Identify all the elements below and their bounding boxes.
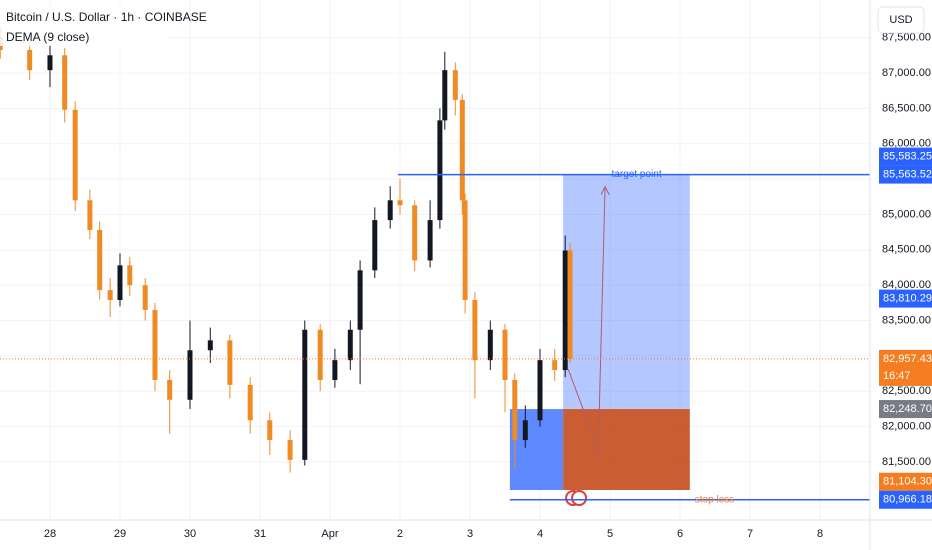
candle-body	[347, 329, 353, 361]
price-label: 83,810.29	[883, 293, 932, 305]
x-tick-label: 5	[607, 528, 613, 540]
price-label-box	[879, 400, 932, 419]
x-tick-label: 2	[397, 528, 403, 540]
candle-body	[267, 420, 273, 441]
candle-body	[387, 200, 393, 221]
candle-body	[427, 220, 433, 261]
candle-body	[462, 200, 468, 301]
candle-body	[397, 200, 403, 206]
legend-bg	[0, 6, 170, 46]
stop-zone	[563, 409, 690, 490]
candle-body	[247, 384, 253, 421]
price-label: 82,957.43	[883, 353, 932, 365]
candle-body	[562, 250, 568, 371]
candle-body	[502, 329, 508, 380]
y-tick-label: 87,500.00	[882, 32, 931, 44]
x-tick-label: 30	[184, 528, 196, 540]
x-tick-label: Apr	[321, 528, 338, 540]
price-label-box	[879, 490, 932, 509]
candle-body	[332, 360, 338, 380]
price-label: 82,248.70	[883, 403, 932, 415]
x-tick-label: 3	[467, 528, 473, 540]
plot: target point stop loss	[0, 27, 870, 506]
candle-body	[442, 70, 448, 121]
candle-body	[187, 350, 193, 400]
x-tick-label: 4	[537, 528, 543, 540]
x-tick-label: 6	[677, 528, 683, 540]
y-tick-label: 83,500.00	[882, 314, 931, 326]
x-tick-label: 28	[44, 528, 56, 540]
price-label-box	[879, 147, 932, 166]
candle-body	[472, 300, 478, 361]
candle-body	[117, 265, 123, 301]
candle-body	[127, 265, 133, 286]
price-label-box	[879, 165, 932, 184]
y-tick-label: 84,500.00	[882, 244, 931, 256]
indicator-label: DEMA (9 close)	[6, 30, 89, 44]
target-label: target point	[612, 169, 662, 180]
candle-body	[87, 200, 93, 231]
price-label: 81,104.30	[883, 476, 932, 488]
candle-body	[97, 230, 103, 291]
candle-body	[47, 55, 53, 71]
price-label-box	[879, 349, 932, 386]
candle-body	[459, 99, 465, 201]
currency-button[interactable]	[877, 6, 925, 34]
candle-body	[357, 270, 363, 330]
y-tick-label: 84,000.00	[882, 279, 931, 291]
candle-body	[227, 340, 233, 385]
y-tick-label: 87,000.00	[882, 67, 931, 79]
candle-body	[452, 70, 458, 100]
candle-body	[167, 379, 173, 400]
candle-body	[287, 440, 293, 460]
countdown: 16:47	[883, 370, 911, 382]
price-label: 80,966.18	[883, 494, 932, 506]
candle-body	[72, 109, 78, 201]
candle-body	[302, 329, 308, 460]
candle-body	[372, 220, 378, 271]
x-tick-label: 31	[254, 528, 266, 540]
arrow-head	[600, 185, 610, 195]
chart-title: Bitcoin / U.S. Dollar · 1h · COINBASE	[6, 10, 207, 24]
y-tick-label: 86,000.00	[882, 138, 931, 150]
price-label-box	[879, 472, 932, 491]
y-tick-label: 86,500.00	[882, 102, 931, 114]
candle-body	[522, 420, 528, 441]
candle-body	[552, 360, 558, 371]
candle-body	[27, 50, 33, 71]
x-tick-label: 8	[817, 528, 823, 540]
candle-body	[567, 250, 573, 359]
event-icon	[571, 489, 588, 506]
candle-body	[487, 329, 493, 361]
price-label: 85,563.52	[883, 168, 932, 180]
candle-body	[317, 329, 323, 380]
currency[interactable]: USD	[889, 14, 912, 26]
candle-body	[62, 55, 68, 110]
x-tick-label: 29	[114, 528, 126, 540]
candle-body	[412, 205, 418, 261]
y-tick-label: 85,000.00	[882, 208, 931, 220]
pre-entry-zone	[509, 409, 564, 490]
stop-label: stop loss	[695, 494, 734, 505]
candle-body	[107, 290, 113, 301]
candle-body	[207, 340, 213, 351]
path-arrow	[567, 186, 606, 456]
price-label-box	[879, 289, 932, 308]
y-tick-label: 81,500.00	[882, 456, 931, 468]
candle-body	[152, 309, 158, 380]
y-tick-label: 82,000.00	[882, 421, 931, 433]
y-tick-label: 82,500.00	[882, 385, 931, 397]
x-tick-label: 7	[747, 528, 753, 540]
candle-body	[142, 285, 148, 310]
price-label: 85,583.25	[883, 150, 932, 162]
candle-body	[512, 379, 518, 441]
candle-body	[537, 360, 543, 421]
candle-body	[437, 120, 443, 221]
target-zone	[563, 174, 690, 410]
axes: 81,500.0082,000.0082,500.0083,000.0083,5…	[44, 32, 932, 540]
